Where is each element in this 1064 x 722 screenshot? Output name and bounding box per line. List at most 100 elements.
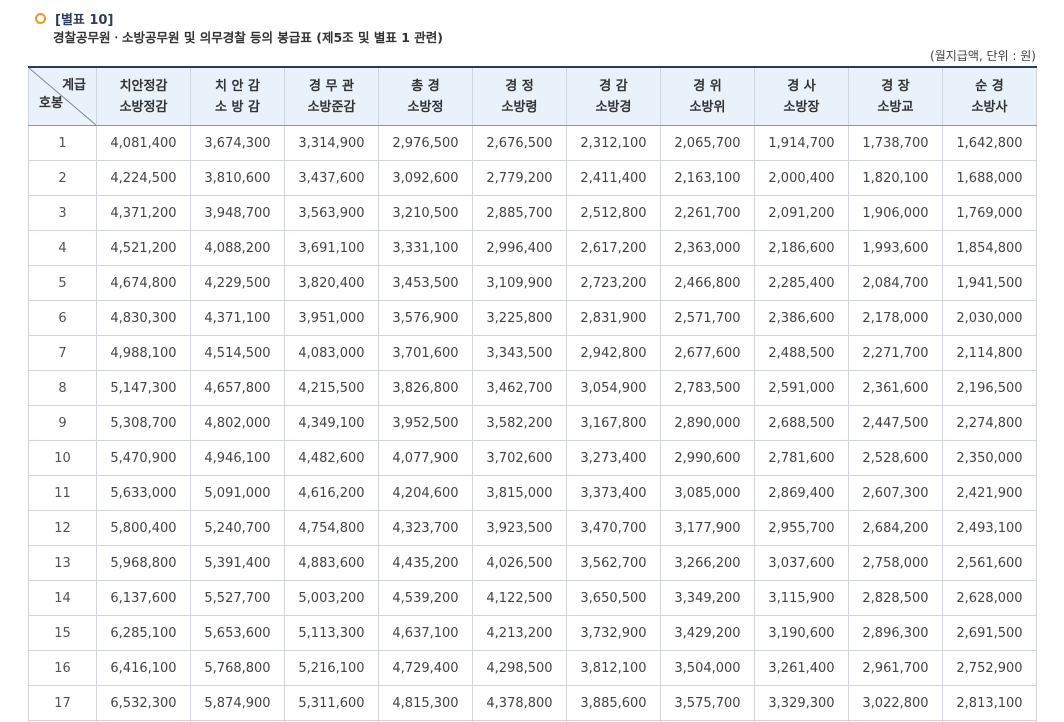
salary-cell: 4,298,500	[472, 650, 567, 686]
salary-cell: 2,178,000	[848, 300, 943, 336]
salary-cell: 5,113,300	[284, 615, 379, 651]
table-row: 10 5,470,900 4,946,100 4,482,600 4,077,900 3,…	[28, 440, 1037, 476]
salary-cell: 3,343,500	[472, 335, 567, 371]
fire-rank-label: 소방정	[407, 99, 444, 115]
unit-note: (월지급액, 단위 : 원)	[930, 49, 1036, 63]
column-header: 경 장 소방교	[848, 67, 943, 126]
salary-cell: 3,054,900	[566, 370, 661, 406]
table-title: 경찰공무원ㆍ소방공무원 및 의무경찰 등의 봉급표 (제5조 및 별표 1 관련…	[53, 30, 443, 45]
police-rank-label: 총 경	[411, 78, 440, 94]
salary-cell: 2,411,400	[566, 160, 661, 196]
table-row: 16 6,416,100 5,768,800 5,216,100 4,729,400 4,…	[28, 650, 1037, 686]
salary-cell: 3,037,600	[754, 545, 849, 581]
salary-cell: 2,996,400	[472, 230, 567, 266]
salary-cell: 2,196,500	[942, 370, 1037, 406]
salary-cell: 4,514,500	[190, 335, 285, 371]
salary-cell: 3,115,900	[754, 580, 849, 616]
salary-cell: 2,591,000	[754, 370, 849, 406]
salary-cell: 3,470,700	[566, 510, 661, 546]
salary-cell: 3,563,900	[284, 195, 379, 231]
fire-rank-label: 소방준감	[307, 99, 356, 115]
grade-axis-label: 계급	[62, 78, 86, 93]
salary-cell: 2,466,800	[660, 265, 755, 301]
salary-cell: 2,869,400	[754, 475, 849, 511]
salary-cell: 5,216,100	[284, 650, 379, 686]
salary-cell: 3,261,400	[754, 650, 849, 686]
salary-cell: 2,779,200	[472, 160, 567, 196]
step-axis-label: 호봉	[39, 96, 63, 111]
salary-cell: 3,820,400	[284, 265, 379, 301]
salary-cell: 3,826,800	[378, 370, 473, 406]
table-row: 12 5,800,400 5,240,700 4,754,800 4,323,700 3,…	[28, 510, 1037, 546]
salary-cell: 2,493,100	[942, 510, 1037, 546]
salary-cell: 4,729,400	[378, 650, 473, 686]
salary-cell: 2,285,400	[754, 265, 849, 301]
fire-rank-label: 소 방 감	[215, 99, 260, 115]
salary-cell: 5,147,300	[96, 370, 191, 406]
salary-cell: 3,691,100	[284, 230, 379, 266]
police-rank-label: 치 안 감	[215, 78, 260, 94]
salary-cell: 4,323,700	[378, 510, 473, 546]
fire-rank-label: 소방장	[783, 99, 820, 115]
appendix-label: [별표 10]	[55, 12, 114, 28]
fire-rank-label: 소방령	[501, 99, 538, 115]
salary-cell: 2,828,500	[848, 580, 943, 616]
step-cell: 7	[28, 335, 97, 371]
salary-cell: 2,813,100	[942, 685, 1037, 721]
salary-cell: 3,177,900	[660, 510, 755, 546]
column-header: 순 경 소방사	[942, 67, 1037, 126]
salary-cell: 3,674,300	[190, 125, 285, 161]
salary-cell: 5,968,800	[96, 545, 191, 581]
salary-cell: 5,003,200	[284, 580, 379, 616]
salary-cell: 3,650,500	[566, 580, 661, 616]
salary-cell: 4,988,100	[96, 335, 191, 371]
salary-cell: 3,948,700	[190, 195, 285, 231]
table-row: 2 4,224,500 3,810,600 3,437,600 3,092,600 2,7…	[28, 160, 1037, 196]
salary-cell: 5,311,600	[284, 685, 379, 721]
step-cell: 5	[28, 265, 97, 301]
salary-cell: 3,453,500	[378, 265, 473, 301]
salary-cell: 3,085,000	[660, 475, 755, 511]
salary-cell: 3,582,200	[472, 405, 567, 441]
police-rank-label: 순 경	[975, 78, 1004, 94]
fire-rank-label: 소방정감	[119, 99, 168, 115]
police-rank-label: 경 사	[787, 78, 816, 94]
salary-cell: 5,240,700	[190, 510, 285, 546]
salary-cell: 2,752,900	[942, 650, 1037, 686]
salary-cell: 1,642,800	[942, 125, 1037, 161]
salary-cell: 4,371,100	[190, 300, 285, 336]
salary-cell: 4,830,300	[96, 300, 191, 336]
salary-cell: 2,571,700	[660, 300, 755, 336]
column-header: 경 위 소방위	[660, 67, 755, 126]
table-row: 11 5,633,000 5,091,000 4,616,200 4,204,600 3,…	[28, 475, 1037, 511]
salary-cell: 3,701,600	[378, 335, 473, 371]
salary-cell: 5,391,400	[190, 545, 285, 581]
police-rank-label: 경 장	[881, 78, 910, 94]
salary-cell: 3,575,700	[660, 685, 755, 721]
step-cell: 6	[28, 300, 97, 336]
salary-cell: 2,000,400	[754, 160, 849, 196]
salary-cell: 3,022,800	[848, 685, 943, 721]
step-cell: 8	[28, 370, 97, 406]
salary-cell: 5,527,700	[190, 580, 285, 616]
salary-cell: 2,607,300	[848, 475, 943, 511]
salary-cell: 4,435,200	[378, 545, 473, 581]
salary-cell: 2,271,700	[848, 335, 943, 371]
salary-cell: 1,688,000	[942, 160, 1037, 196]
salary-cell: 5,800,400	[96, 510, 191, 546]
police-rank-label: 치안정감	[119, 78, 168, 94]
salary-cell: 4,754,800	[284, 510, 379, 546]
step-cell: 14	[28, 580, 97, 616]
salary-cell: 6,416,100	[96, 650, 191, 686]
salary-cell: 2,312,100	[566, 125, 661, 161]
step-cell: 12	[28, 510, 97, 546]
fire-rank-label: 소방경	[595, 99, 632, 115]
salary-cell: 1,993,600	[848, 230, 943, 266]
table-row: 18	[28, 720, 1037, 722]
salary-cell: 2,488,500	[754, 335, 849, 371]
salary-cell: 4,371,200	[96, 195, 191, 231]
salary-cell: 4,674,800	[96, 265, 191, 301]
